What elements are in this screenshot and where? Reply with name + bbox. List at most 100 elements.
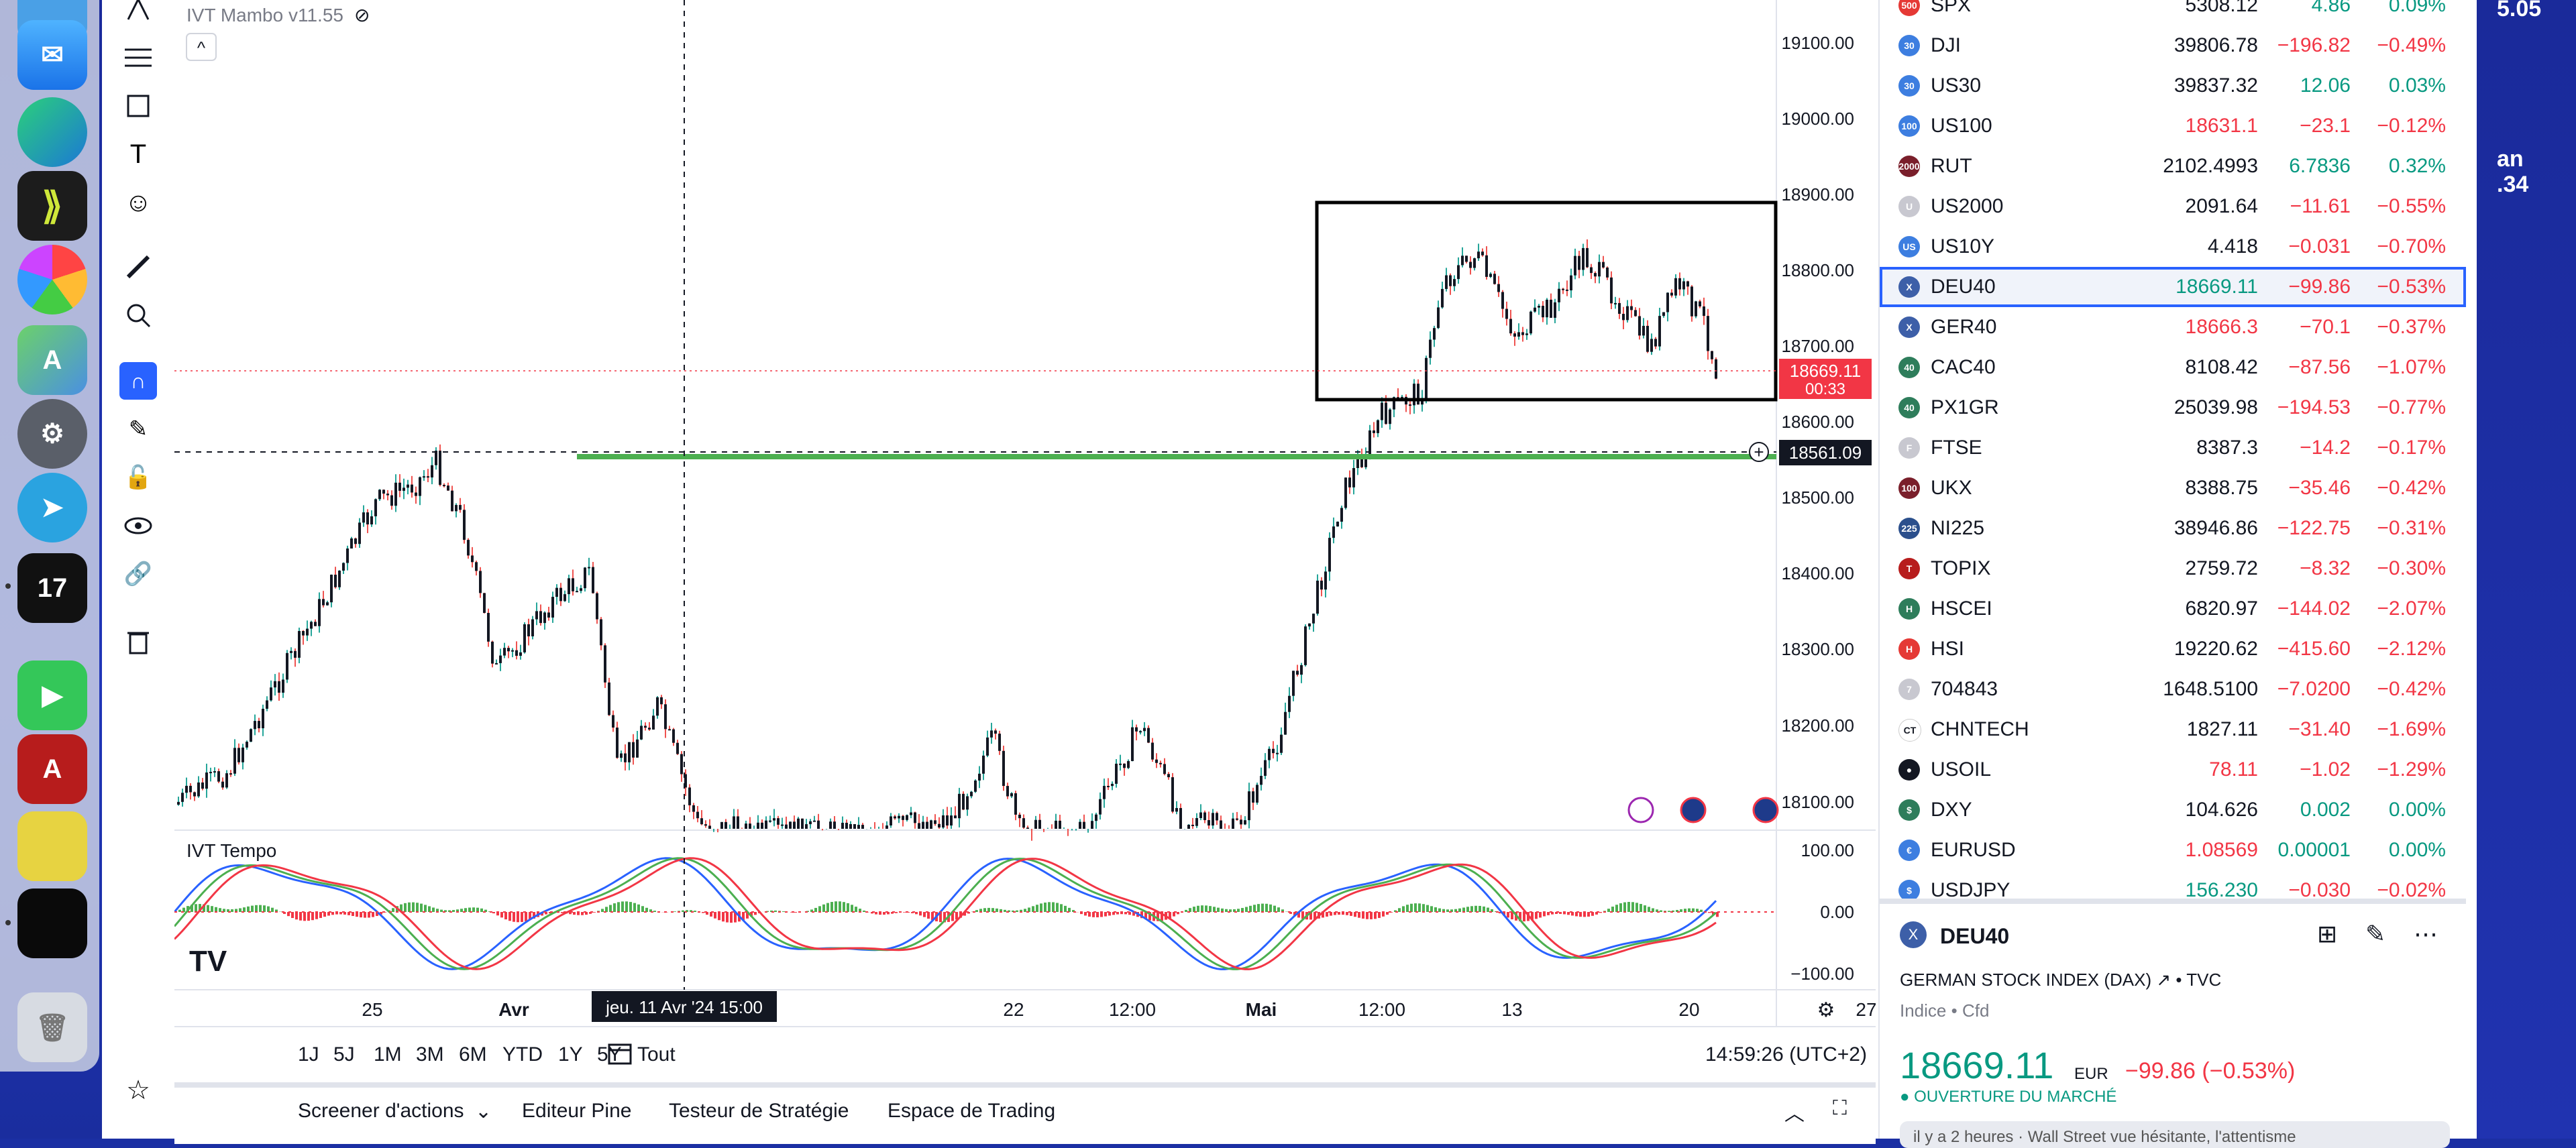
- fib-tool-icon[interactable]: [119, 39, 157, 76]
- candle-body: [845, 823, 848, 829]
- indicator-legend[interactable]: IVT Mambo v11.55: [186, 5, 343, 25]
- system-settings-icon[interactable]: ⚙: [17, 399, 87, 469]
- photos-icon[interactable]: [17, 245, 87, 314]
- bottom-tab[interactable]: Screener d'actions: [298, 1100, 464, 1123]
- layout-grid-icon[interactable]: ⊞: [2317, 920, 2337, 948]
- running-indicator: [5, 583, 11, 589]
- candle-body: [1055, 821, 1057, 829]
- rectangle-tool-icon[interactable]: [119, 87, 157, 125]
- economic-event-icon[interactable]: [1681, 798, 1705, 822]
- bottom-tab[interactable]: Espace de Trading: [888, 1100, 1055, 1123]
- favorites-star-icon[interactable]: ☆: [119, 1072, 157, 1109]
- time-axis-settings-icon[interactable]: ⚙: [1817, 999, 1835, 1021]
- bitget-icon[interactable]: ⟫: [17, 171, 87, 241]
- link-icon[interactable]: 🔗: [119, 555, 157, 593]
- event-lightning-icon[interactable]: [1629, 798, 1653, 822]
- timeframe-3m[interactable]: 3M: [416, 1043, 444, 1066]
- maximize-panel-icon[interactable]: ⛶: [1833, 1097, 1847, 1120]
- details-symbol[interactable]: DEU40: [1940, 924, 2009, 949]
- pattern-tool-icon[interactable]: [119, 0, 157, 28]
- change: −87.56: [2288, 356, 2351, 379]
- edit-note-icon[interactable]: ✎: [2365, 920, 2385, 948]
- chevron-down-icon[interactable]: ⌄: [475, 1100, 492, 1123]
- text-tool-icon[interactable]: T: [119, 135, 157, 173]
- candle-body: [640, 726, 643, 739]
- edge-browser-icon[interactable]: [17, 97, 87, 167]
- hide-eye-icon[interactable]: ⊘: [354, 5, 370, 25]
- economic-event-icon[interactable]: [1754, 798, 1778, 822]
- lock-icon[interactable]: 🔓: [119, 459, 157, 496]
- timeframe-5j[interactable]: 5J: [333, 1043, 355, 1066]
- draw-lock-icon[interactable]: ✎: [119, 410, 157, 448]
- chevron-up-icon[interactable]: ︿: [1784, 1097, 1805, 1127]
- facetime-icon[interactable]: ▶: [17, 661, 87, 730]
- timeframe-6m[interactable]: 6M: [459, 1043, 487, 1066]
- price-chart[interactable]: 19100.0019000.0018900.0018800.0018700.00…: [174, 0, 1876, 1026]
- timeframe-1y[interactable]: 1Y: [558, 1043, 583, 1066]
- timeframe-1m[interactable]: 1M: [374, 1043, 402, 1066]
- candle-body: [1203, 813, 1206, 820]
- visibility-icon[interactable]: [119, 507, 157, 544]
- histogram-bar: [605, 907, 608, 912]
- histogram-bar: [1547, 912, 1550, 915]
- last-price: 2102.4993: [2163, 155, 2258, 178]
- maps-icon[interactable]: A: [17, 325, 87, 395]
- timeframe-ytd[interactable]: YTD: [502, 1043, 543, 1066]
- delete-icon[interactable]: [119, 622, 157, 660]
- more-options-icon[interactable]: ⋯: [2414, 920, 2438, 948]
- magnet-tool-icon[interactable]: ∩: [119, 362, 157, 400]
- timeframe-1j[interactable]: 1J: [298, 1043, 319, 1066]
- news-headline[interactable]: il y a 2 heures · Wall Street vue hésita…: [1900, 1121, 2450, 1148]
- candle-body: [773, 818, 775, 820]
- panel-divider[interactable]: [1880, 899, 2466, 904]
- ruler-tool-icon[interactable]: [119, 248, 157, 286]
- acrobat-icon[interactable]: A: [17, 734, 87, 804]
- candle-app-icon[interactable]: [17, 811, 87, 881]
- date-range-icon[interactable]: [606, 1039, 633, 1066]
- zoom-tool-icon[interactable]: [119, 296, 157, 334]
- emoji-tool-icon[interactable]: ☺: [119, 184, 157, 221]
- tradingview-app-icon[interactable]: 17: [17, 553, 87, 623]
- trash-icon[interactable]: 🗑: [17, 992, 87, 1062]
- change: −7.0200: [2277, 678, 2351, 701]
- telegram-icon[interactable]: ➤: [17, 473, 87, 542]
- trading-app-icon[interactable]: [17, 888, 87, 958]
- plus-icon[interactable]: +: [1754, 442, 1764, 462]
- timeframe-tout[interactable]: Tout: [637, 1043, 676, 1066]
- clock[interactable]: 14:59:26 (UTC+2): [1705, 1043, 1867, 1066]
- mail-icon[interactable]: ✉: [17, 20, 87, 90]
- candle-body: [954, 815, 957, 818]
- candle-body: [910, 813, 912, 815]
- oscillator-legend[interactable]: IVT Tempo: [186, 840, 276, 861]
- chevron-up-icon[interactable]: ^: [197, 38, 206, 58]
- candle-body: [1348, 477, 1351, 487]
- candle-body: [1103, 786, 1106, 799]
- bottom-tab[interactable]: Editeur Pine: [522, 1100, 631, 1123]
- histogram-bar: [504, 912, 507, 919]
- bottom-tab[interactable]: Testeur de Stratégie: [669, 1100, 849, 1123]
